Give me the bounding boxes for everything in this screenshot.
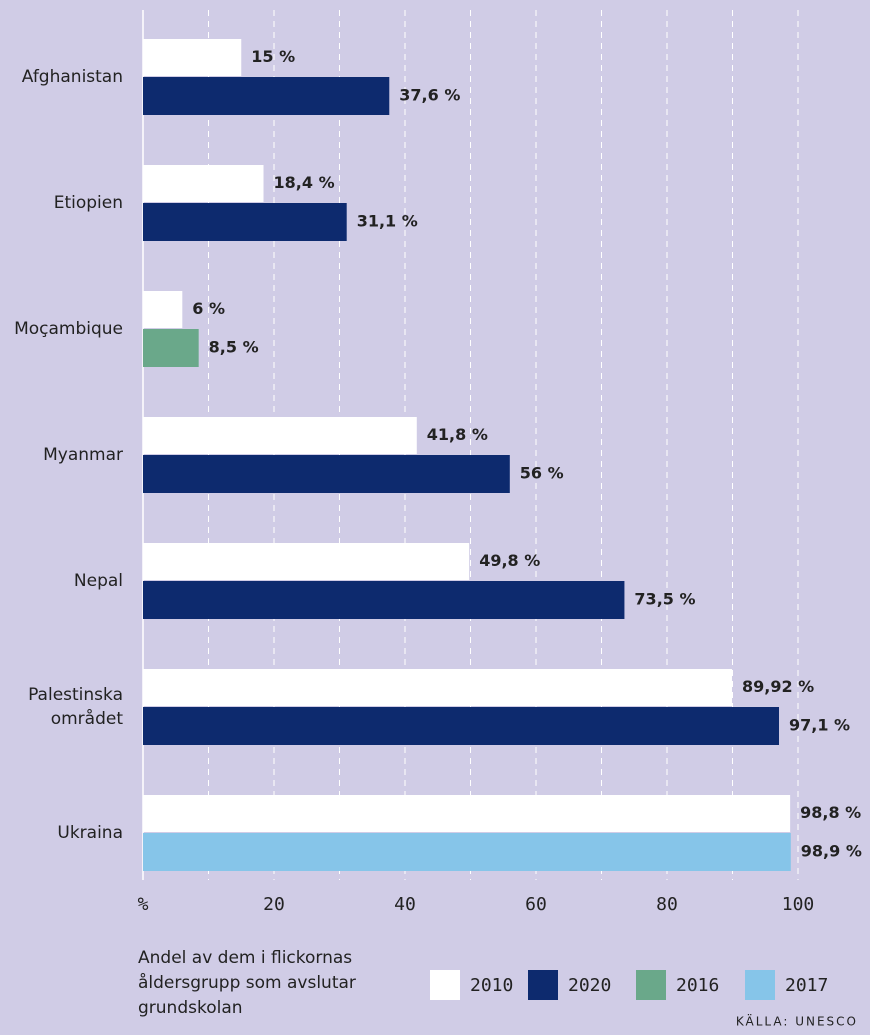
bar [143,291,183,328]
value-label: 41,8 % [427,425,488,444]
value-label: 89,92 % [742,677,814,696]
x-tick-label: % [138,894,149,915]
value-label: 97,1 % [789,716,850,735]
bar [143,329,199,367]
x-tick-label: 40 [394,894,416,915]
bar [143,669,732,706]
bar [143,39,242,76]
bar [143,581,625,619]
x-tick-label: 100 [782,894,815,915]
category-label: Etiopien [54,193,123,213]
legend-swatch [528,970,558,1000]
value-label: 49,8 % [479,551,540,570]
x-tick-label: 80 [656,894,678,915]
value-label: 6 % [192,299,225,318]
bar [143,165,264,202]
legend-swatch [745,970,775,1000]
category-label: Myanmar [43,445,123,465]
value-label: 18,4 % [274,173,335,192]
bar [143,707,780,745]
legend-swatch [636,970,666,1000]
bar [143,543,470,580]
value-label: 8,5 % [209,338,259,357]
bar [143,455,510,493]
category-label: Palestinska området [28,685,123,729]
x-tick-label: 20 [263,894,285,915]
bar [143,417,417,454]
value-label: 31,1 % [357,212,418,231]
category-label: Ukraina [57,823,123,843]
value-label: 56 % [520,464,564,483]
value-label: 73,5 % [634,590,695,609]
bar [143,795,791,832]
bar [143,203,347,241]
legend-swatch [430,970,460,1000]
bar [143,77,390,115]
value-label: 15 % [251,47,295,66]
value-label: 98,8 % [800,803,861,822]
bar [143,833,791,871]
value-label: 98,9 % [801,842,862,861]
legend-label: 2020 [568,975,611,996]
legend-label: 2016 [676,975,719,996]
category-label: Moçambique [14,319,123,339]
category-label: Afghanistan [22,67,123,87]
category-label: Nepal [74,571,123,591]
value-label: 37,6 % [399,86,460,105]
source: KÄLLA: UNESCO [736,1014,858,1029]
legend-label: 2010 [470,975,513,996]
axis-caption: Andel av dem i flickornas åldersgrupp som… [138,948,356,1018]
x-tick-label: 60 [525,894,547,915]
legend-label: 2017 [785,975,828,996]
